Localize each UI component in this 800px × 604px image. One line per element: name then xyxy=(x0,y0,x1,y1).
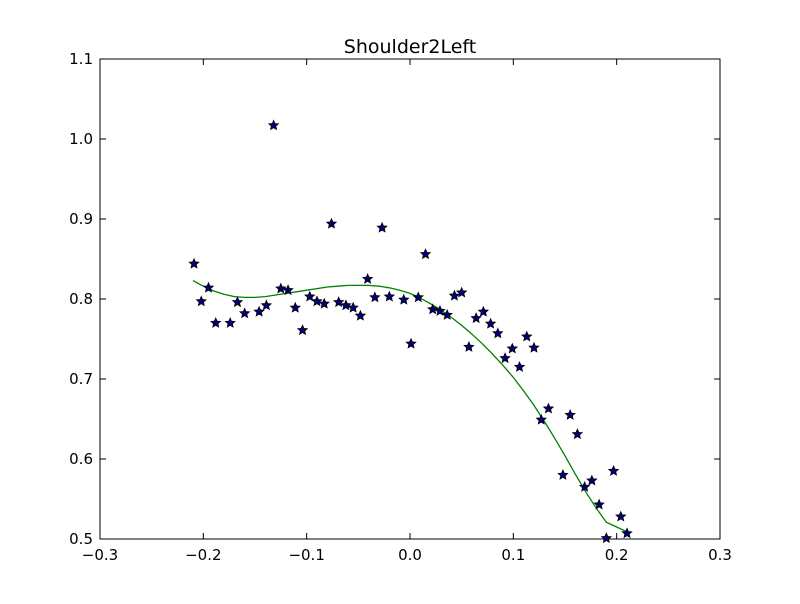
data-point xyxy=(188,257,200,269)
data-point xyxy=(586,474,598,486)
data-point xyxy=(311,295,323,307)
data-point xyxy=(253,305,265,317)
data-point xyxy=(238,307,251,319)
data-point xyxy=(564,408,576,420)
data-point xyxy=(340,299,352,311)
data-point xyxy=(521,330,533,342)
x-tick-label: 0.2 xyxy=(605,546,629,564)
data-point xyxy=(535,413,547,425)
y-tick-label: 1.0 xyxy=(69,130,93,148)
y-tick-label: 0.5 xyxy=(69,530,93,548)
chart-title: Shoulder2Left xyxy=(344,36,476,58)
data-point xyxy=(470,312,482,324)
data-point xyxy=(492,327,504,339)
x-tick-label: 0.1 xyxy=(501,546,525,564)
y-tick-label: 0.7 xyxy=(69,370,93,388)
data-point xyxy=(347,301,359,313)
x-tick-label: −0.1 xyxy=(288,546,324,564)
data-point xyxy=(455,286,468,298)
data-point xyxy=(557,468,569,480)
data-point xyxy=(542,402,555,414)
y-tick-label: 0.9 xyxy=(69,210,93,228)
data-point xyxy=(593,498,605,510)
data-point xyxy=(427,303,439,315)
data-point xyxy=(434,304,446,316)
data-point xyxy=(369,291,381,303)
data-point xyxy=(499,352,511,364)
data-point xyxy=(484,317,497,329)
data-point xyxy=(477,305,490,317)
data-point xyxy=(398,293,410,305)
data-point xyxy=(600,532,613,544)
x-tick-label: 0.3 xyxy=(708,546,732,564)
data-point xyxy=(412,291,424,303)
data-point xyxy=(448,289,461,301)
data-point xyxy=(405,337,417,349)
data-point xyxy=(621,527,633,539)
data-point xyxy=(282,284,294,296)
data-point xyxy=(376,221,388,233)
data-point xyxy=(513,360,526,372)
data-point xyxy=(419,248,432,260)
data-point xyxy=(441,308,453,320)
y-tick-label: 1.1 xyxy=(69,50,93,68)
data-point xyxy=(275,282,287,294)
data-point xyxy=(289,301,302,313)
data-point xyxy=(354,309,367,321)
data-point xyxy=(231,296,244,308)
data-point xyxy=(202,281,215,293)
data-point xyxy=(318,297,330,309)
data-point xyxy=(361,272,374,284)
fit-line xyxy=(192,280,628,533)
data-point xyxy=(506,342,519,354)
data-point xyxy=(210,316,222,328)
y-tick-label: 0.6 xyxy=(69,450,93,468)
data-point xyxy=(195,295,207,307)
x-tick-label: −0.3 xyxy=(82,546,118,564)
data-point xyxy=(578,480,591,492)
x-tick-label: 0.0 xyxy=(398,546,422,564)
data-point xyxy=(528,341,540,353)
data-point xyxy=(260,299,273,311)
y-tick-label: 0.8 xyxy=(69,290,93,308)
data-point xyxy=(304,290,316,302)
data-point xyxy=(607,464,620,476)
data-point xyxy=(463,340,475,352)
data-point xyxy=(325,217,338,229)
x-tick-label: −0.2 xyxy=(185,546,221,564)
data-point xyxy=(383,290,396,302)
data-point xyxy=(615,510,627,522)
data-point xyxy=(571,428,584,440)
data-point xyxy=(296,324,309,336)
plot-area: −0.3 −0.2 −0.1 0.0 0.1 0.2 0.3 0.5 0.6 0.7 0.8 0.9 1… xyxy=(69,50,732,564)
data-point xyxy=(224,316,236,328)
data-point xyxy=(267,119,280,131)
